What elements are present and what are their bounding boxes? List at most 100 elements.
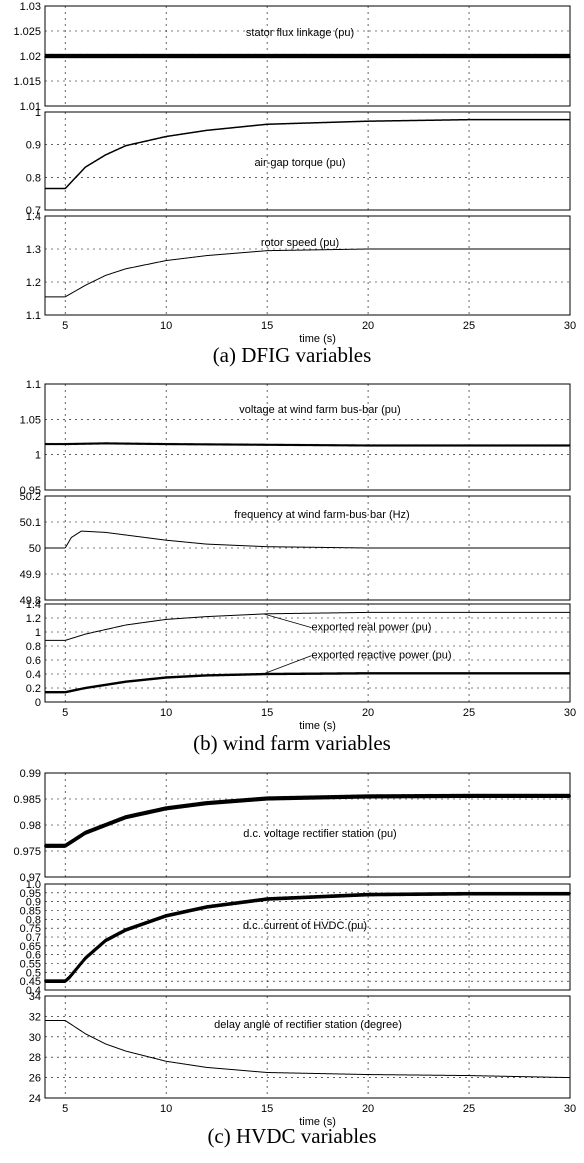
y-tick-label: 1.1 [26, 310, 41, 322]
y-tick-label: 0.4 [26, 985, 41, 997]
plot-frame [44, 111, 571, 211]
panel-2: 0.7 0.8 0.9 1 air-gap torque (pu) [26, 107, 571, 217]
y-tick-label: 0.9 [26, 140, 41, 152]
y-tick-label: 1 [35, 450, 41, 462]
caption-3: (c) HVDC variables [207, 1124, 376, 1148]
y-tick-label: 0.7 [26, 932, 41, 944]
plot-frame [44, 772, 571, 878]
panel-7: 0.97 0.975 0.98 0.985 0.99 d.c. voltage recti… [13, 768, 572, 884]
y-tick-label: 1.3 [26, 244, 41, 256]
y-tick-label: 0.75 [20, 923, 41, 935]
x-tick-label: 10 [160, 1103, 172, 1115]
x-tick-label: 25 [463, 707, 475, 719]
x-tick-label: 5 [62, 1103, 68, 1115]
x-tick-label: 15 [261, 320, 273, 332]
y-tick-label: 1.025 [13, 26, 41, 38]
x-tick-label: 15 [261, 707, 273, 719]
y-tick-label: 1.4 [26, 211, 41, 223]
y-tick-label: 50 [29, 543, 41, 555]
y-tick-label: 1.1 [26, 379, 41, 391]
y-tick-label: 1 [35, 627, 41, 639]
y-tick-label: 49.9 [20, 569, 41, 581]
series-line-2 [44, 672, 571, 694]
plot-frame [44, 215, 571, 316]
x-axis-label: time (s) [299, 333, 336, 345]
y-tick-label: 0.6 [26, 655, 41, 667]
series-line-1 [45, 530, 570, 549]
series-label: voltage at wind farm bus-bar (pu) [239, 404, 400, 416]
x-axis-label: time (s) [299, 1116, 336, 1128]
x-tick-label: 20 [362, 707, 374, 719]
x-tick-label: 5 [62, 320, 68, 332]
annotation-label: exported real power (pu) [312, 622, 432, 634]
y-tick-label: 0.85 [20, 906, 41, 918]
y-tick-label: 0.45 [20, 976, 41, 988]
y-tick-label: 49.8 [20, 595, 41, 607]
series-line-1 [45, 1019, 571, 1079]
y-tick-label: 30 [29, 1032, 41, 1044]
plot-frame [44, 603, 571, 703]
plot-frame [44, 995, 571, 1099]
series-line-1 [44, 442, 571, 447]
y-tick-label: 0.2 [26, 683, 41, 695]
annotation-leader [262, 613, 312, 628]
y-tick-label: 0.8 [26, 172, 41, 184]
y-tick-label: 0.6 [26, 950, 41, 962]
y-tick-label: 0.5 [26, 967, 41, 979]
panel-9: 24 26 28 30 32 34 5 10 15 20 25 30 time (s) delay ang… [29, 991, 576, 1128]
y-tick-label: 50.1 [20, 517, 41, 529]
caption-1: (a) DFIG variables [213, 343, 372, 367]
x-tick-label: 25 [463, 1103, 475, 1115]
y-tick-label: 1.03 [20, 1, 41, 13]
caption-2: (b) wind farm variables [193, 731, 391, 755]
panel-1: 1.01 1.015 1.02 1.025 1.03 stator flux linkag… [13, 1, 571, 113]
y-tick-label: 24 [29, 1093, 41, 1105]
series-line-1 [43, 793, 572, 848]
y-tick-label: 0.55 [20, 959, 41, 971]
x-tick-label: 30 [564, 707, 576, 719]
y-tick-label: 0.7 [26, 205, 41, 217]
y-tick-label: 1.4 [26, 599, 41, 611]
y-tick-label: 1.2 [26, 613, 41, 625]
x-tick-label: 10 [160, 707, 172, 719]
y-tick-label: 50.2 [20, 491, 41, 503]
y-tick-label: 1.02 [20, 51, 41, 63]
y-tick-label: 0.95 [20, 485, 41, 497]
series-line-1 [45, 611, 570, 641]
y-tick-label: 0.4 [26, 669, 41, 681]
x-tick-label: 10 [160, 320, 172, 332]
y-tick-label: 0.9 [26, 897, 41, 909]
y-tick-label: 1.015 [13, 76, 41, 88]
y-tick-label: 1.0 [26, 879, 41, 891]
series-line-1 [45, 248, 570, 298]
annotation-leader [262, 655, 312, 675]
y-tick-label: 1.05 [20, 414, 41, 426]
series-label: rotor speed (pu) [261, 237, 339, 249]
y-tick-label: 1.01 [20, 101, 41, 113]
series-label: air-gap torque (pu) [254, 157, 345, 169]
y-tick-label: 1 [35, 107, 41, 119]
panel-8: 0.40.450.50.550.60.650.70.750.80.850.90.… [20, 879, 572, 997]
panel-4: 0.95 1 1.05 1.1 voltage at wind farm bus-bar… [20, 379, 571, 497]
series-line-1 [44, 53, 571, 59]
y-tick-label: 0.985 [13, 794, 41, 806]
y-tick-label: 0.95 [20, 888, 41, 900]
y-tick-label: 0 [35, 697, 41, 709]
y-tick-label: 26 [29, 1073, 41, 1085]
y-tick-label: 0.98 [20, 820, 41, 832]
y-tick-label: 0.99 [20, 768, 41, 780]
x-axis-label: time (s) [299, 720, 336, 732]
x-tick-label: 15 [261, 1103, 273, 1115]
series-label: stator flux linkage (pu) [246, 27, 354, 39]
y-tick-label: 0.97 [20, 872, 41, 884]
y-tick-label: 0.8 [26, 641, 41, 653]
series-line-1 [43, 891, 572, 983]
panel-6: 0 0.2 0.4 0.6 0.8 1 1.2 1.4 5 10 15 20 25 30 time (s) e… [26, 599, 576, 732]
series-label: d.c. voltage rectifier station (pu) [243, 828, 396, 840]
y-tick-label: 0.975 [13, 846, 41, 858]
series-label: delay angle of rectifier station (degree… [214, 1019, 402, 1031]
y-tick-label: 34 [29, 991, 41, 1003]
x-tick-label: 5 [62, 707, 68, 719]
x-tick-label: 30 [564, 1103, 576, 1115]
